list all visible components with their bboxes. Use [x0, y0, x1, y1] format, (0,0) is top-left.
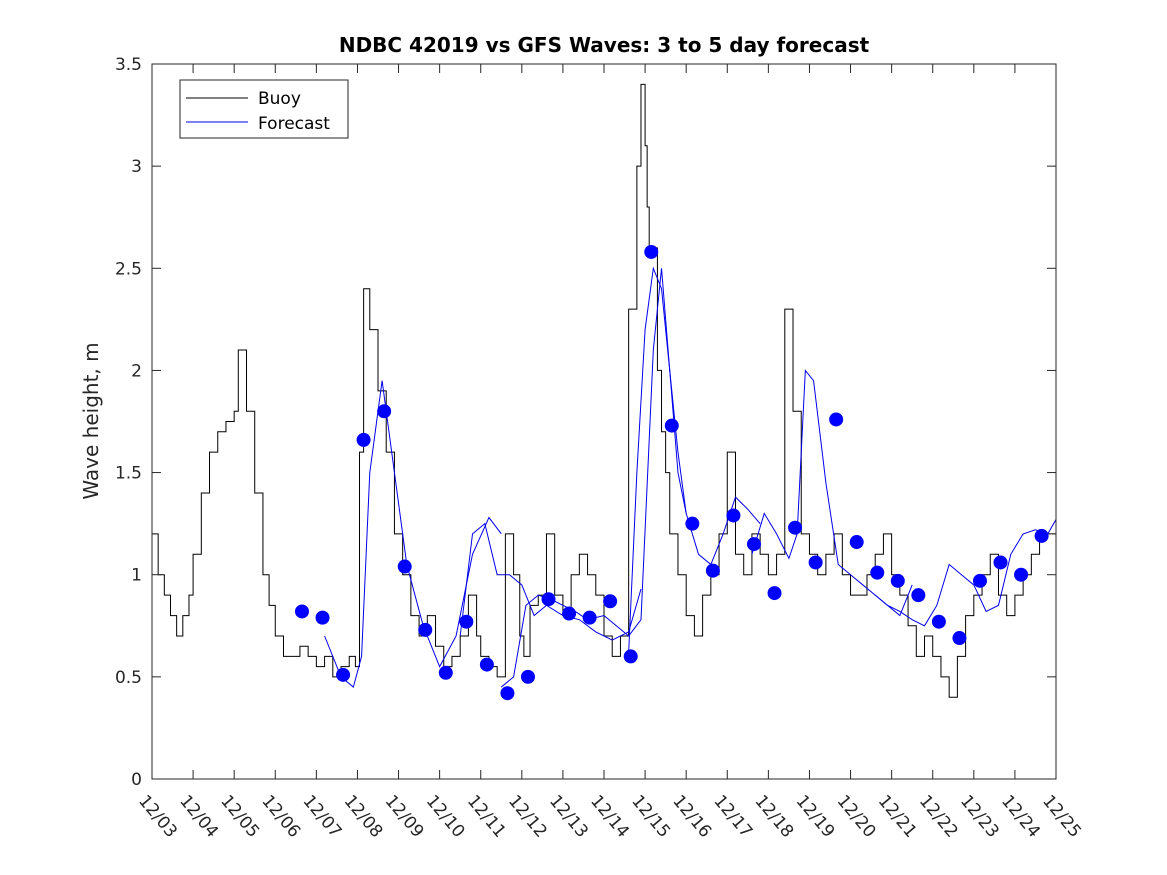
y-tick-label: 0: [131, 770, 142, 790]
forecast-marker: [479, 657, 494, 672]
series-line-forecast-3: [500, 268, 687, 688]
legend-box: [179, 79, 349, 139]
legend-label-buoy: Buoy: [258, 89, 301, 109]
y-tick-label: 3: [131, 157, 142, 177]
forecast-marker: [294, 604, 309, 619]
forecast-marker: [418, 622, 433, 637]
series-line-forecast-1: [324, 380, 502, 688]
chart-title: NDBC 42019 vs GFS Waves: 3 to 5 day fore…: [339, 33, 870, 57]
y-tick-label: 2: [131, 361, 142, 381]
forecast-marker: [1034, 528, 1049, 543]
forecast-marker: [849, 535, 864, 550]
plot-area: [152, 64, 1056, 779]
legend-label-forecast: Forecast: [258, 114, 330, 134]
forecast-marker: [993, 555, 1008, 570]
forecast-marker: [890, 573, 905, 588]
forecast-marker: [459, 614, 474, 629]
forecast-marker: [500, 686, 515, 701]
forecast-marker: [562, 606, 577, 621]
y-tick-label: 0.5: [115, 668, 142, 688]
forecast-marker: [972, 573, 987, 588]
plot-markers: [294, 244, 1049, 701]
y-tick-label: 2.5: [115, 259, 142, 279]
forecast-marker: [438, 665, 453, 680]
forecast-marker: [952, 631, 967, 646]
forecast-marker: [788, 520, 803, 535]
series-line-forecast-4: [628, 266, 761, 653]
forecast-marker: [829, 412, 844, 427]
legend: Buoy Forecast: [179, 79, 349, 139]
y-axis: 0 0.5 1 1.5 2 2.5 3 3.5: [115, 55, 1056, 790]
forecast-marker: [377, 404, 392, 419]
series-line-forecast-6: [874, 519, 1057, 627]
series-line-buoy: [152, 83, 1057, 698]
y-tick-label: 1: [131, 566, 142, 586]
plot-lines: [152, 83, 1057, 698]
forecast-marker: [356, 432, 371, 447]
forecast-marker: [685, 516, 700, 531]
forecast-marker: [623, 649, 638, 664]
forecast-marker: [520, 669, 535, 684]
forecast-marker: [931, 614, 946, 629]
forecast-marker: [644, 244, 659, 259]
forecast-marker: [746, 537, 761, 552]
forecast-marker: [541, 592, 556, 607]
forecast-marker: [726, 508, 741, 523]
y-tick-label: 3.5: [115, 55, 142, 75]
forecast-marker: [1014, 567, 1029, 582]
forecast-marker: [664, 418, 679, 433]
forecast-marker: [808, 555, 823, 570]
forecast-marker: [767, 586, 782, 601]
y-tick-label: 1.5: [115, 464, 142, 484]
forecast-marker: [870, 565, 885, 580]
series-line-forecast-2: [459, 522, 642, 641]
forecast-marker: [603, 594, 618, 609]
y-axis-label: Wave height, m: [79, 342, 103, 499]
forecast-marker: [315, 610, 330, 625]
forecast-marker: [911, 588, 926, 603]
forecast-marker: [336, 667, 351, 682]
forecast-marker: [397, 559, 412, 574]
forecast-marker: [582, 610, 597, 625]
forecast-marker: [705, 563, 720, 578]
